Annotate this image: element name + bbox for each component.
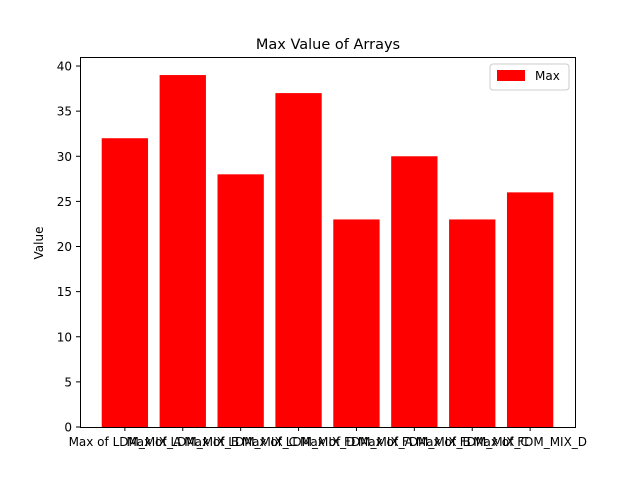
- y-tick-label: 35: [57, 105, 72, 119]
- bar: [333, 219, 380, 427]
- x-tick-label: Max of LDM_MIX_D: [242, 435, 356, 449]
- y-tick-label: 20: [57, 240, 72, 254]
- bar: [275, 93, 322, 427]
- legend: Max: [489, 63, 570, 91]
- x-tick-label: Max of FDM_MIX_D: [473, 435, 587, 449]
- x-tick-label: Max of FDM_MIX_B: [358, 435, 471, 449]
- chart-title: Max Value of Arrays: [256, 37, 400, 53]
- bar: [159, 75, 206, 428]
- x-tick-label: Max of LDM_MIX_B: [126, 435, 239, 449]
- bar: [391, 156, 438, 427]
- x-tick-label: Max of FDM_MIX_A: [300, 435, 414, 449]
- y-tick-label: 0: [64, 421, 72, 435]
- y-tick-label: 5: [64, 375, 72, 389]
- bar: [217, 174, 264, 427]
- x-tick-label: Max of LDM_MIX_A: [69, 435, 182, 449]
- y-tick-label: 15: [57, 285, 72, 299]
- plot-frame: [80, 57, 576, 428]
- y-tick-label: 30: [57, 150, 72, 164]
- y-tick-label: 25: [57, 195, 72, 209]
- bar: [506, 192, 554, 427]
- y-axis: 0 5 10 15 20 25 30 35 40: [57, 60, 80, 435]
- y-tick-label: 40: [57, 60, 72, 74]
- y-tick-label: 10: [57, 330, 72, 344]
- bars-group: [101, 75, 554, 428]
- legend-label: Max: [535, 69, 560, 83]
- bar: [101, 138, 149, 427]
- x-tick-label: Max of LDM_MIX_C: [184, 435, 297, 449]
- x-tick-label: Max of FDM_MIX_C: [416, 435, 529, 449]
- legend-swatch: [497, 70, 525, 81]
- bar: [449, 219, 496, 427]
- y-axis-label: Value: [32, 227, 46, 260]
